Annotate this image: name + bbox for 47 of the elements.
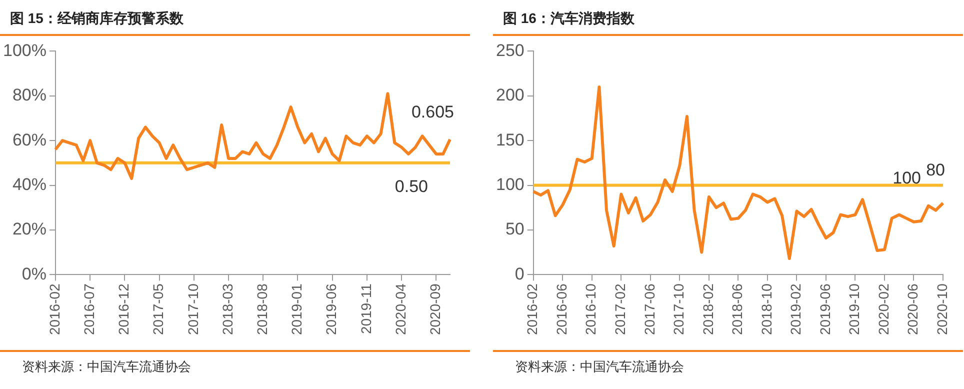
x-tick-label: 2018-03 <box>219 283 236 336</box>
x-tick-label: 2017-10 <box>670 283 687 336</box>
x-tick-label: 2018-08 <box>254 283 270 336</box>
x-tick-label: 2017-06 <box>641 283 658 336</box>
y-tick-label: 50 <box>505 220 524 239</box>
annotation: 0.605 <box>411 102 454 122</box>
x-tick-label: 2016-02 <box>524 283 540 336</box>
x-tick-label: 2020-02 <box>875 283 892 336</box>
x-tick-label: 2017-05 <box>150 283 166 336</box>
x-tick-label: 2020-04 <box>392 283 408 336</box>
y-tick-label: 0% <box>22 264 46 284</box>
y-tick-label: 40% <box>12 174 46 194</box>
x-tick-label: 2019-06 <box>816 283 833 336</box>
x-tick-label: 2019-06 <box>323 283 340 336</box>
x-tick-label: 2019-02 <box>788 283 804 336</box>
y-tick-label: 100% <box>2 40 46 60</box>
x-tick-label: 2018-02 <box>700 283 716 336</box>
x-tick-label: 2020-09 <box>427 283 444 336</box>
y-tick-label: 0 <box>514 264 524 284</box>
x-tick-label: 2019-01 <box>288 283 305 336</box>
y-tick-label: 250 <box>496 40 524 60</box>
y-tick-label: 150 <box>496 130 524 150</box>
y-tick-label: 60% <box>12 130 46 150</box>
text: 资料来源：中国汽车流通协会 <box>0 350 470 376</box>
chart-title: 图 16：汽车消费指数 <box>493 0 963 36</box>
text: 资料来源：中国汽车流通协会 <box>493 350 963 376</box>
x-tick-label: 2016-02 <box>46 283 62 336</box>
x-tick-label: 2016-10 <box>582 283 599 336</box>
ref-line-label: 0.50 <box>394 177 428 196</box>
x-tick-label: 2019-10 <box>846 283 862 336</box>
x-tick-label: 2017-02 <box>612 283 628 336</box>
y-tick-label: 80% <box>12 86 46 105</box>
ref-line-label: 100 <box>892 168 921 188</box>
x-tick-label: 2020-06 <box>904 283 921 336</box>
chart-title: 图 15：经销商库存预警系数 <box>0 0 470 36</box>
y-tick-label: 200 <box>496 86 524 105</box>
x-tick-label: 2018-10 <box>758 283 774 336</box>
x-tick-label: 2019-11 <box>358 283 374 334</box>
y-tick-label: 20% <box>12 220 46 239</box>
annotation: 80 <box>926 160 945 180</box>
x-tick-label: 2016-06 <box>553 283 570 336</box>
y-tick-label: 100 <box>496 174 524 194</box>
x-tick-label: 2020-10 <box>934 283 950 336</box>
x-tick-label: 2016-07 <box>80 283 97 336</box>
x-tick-label: 2017-10 <box>184 283 201 336</box>
x-tick-label: 2018-06 <box>729 283 746 336</box>
x-tick-label: 2016-12 <box>116 283 132 336</box>
